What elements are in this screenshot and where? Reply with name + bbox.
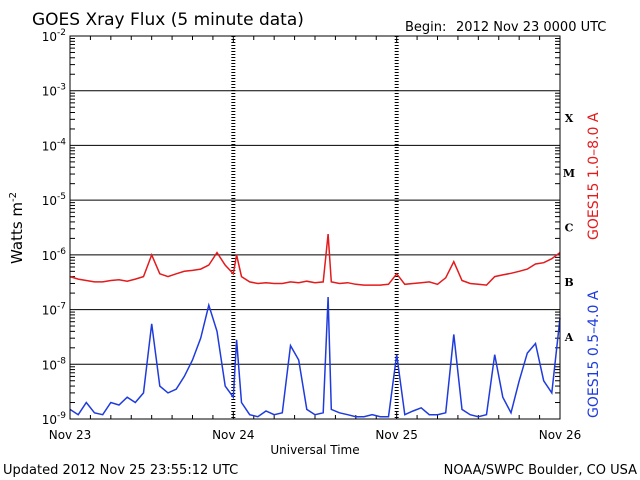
y-tick-label: 10-6 — [42, 247, 67, 263]
y-tick-base: 10 — [42, 358, 57, 372]
flare-class-A: A — [564, 331, 574, 344]
y-tick-exp: -9 — [57, 411, 66, 421]
y-tick-exp: -2 — [57, 28, 66, 38]
y-tick-exp: -7 — [57, 302, 66, 312]
legend-series-short: GOES15 0.5–4.0 A — [586, 290, 602, 418]
plot-frame — [69, 35, 561, 420]
y-tick-base: 10 — [42, 30, 57, 44]
series-line-0 — [69, 234, 561, 286]
series-lines — [69, 234, 561, 418]
y-tick-exp: -3 — [57, 83, 66, 93]
svg-text:Watts m-2: Watts m-2 — [8, 192, 26, 264]
x-tick-label: Nov 25 — [375, 428, 418, 442]
y-axis-label-base: Watts m — [8, 202, 26, 264]
y-tick-exp: -4 — [57, 137, 66, 147]
y-tick-base: 10 — [42, 194, 57, 208]
begin-label: Begin: — [405, 20, 446, 35]
y-tick-exp: -8 — [57, 356, 66, 366]
x-tick-label: Nov 23 — [49, 428, 92, 442]
y-tick-base: 10 — [42, 413, 57, 427]
chart-title: GOES Xray Flux (5 minute data) — [32, 10, 304, 30]
x-tick-label: Nov 26 — [539, 428, 582, 442]
series-line-1 — [69, 296, 561, 418]
y-tick-exp: -6 — [57, 247, 66, 257]
flare-class-labels: A B C M X — [563, 112, 575, 344]
x-tick-label: Nov 24 — [212, 428, 255, 442]
y-axis-label: Watts m-2 — [8, 192, 26, 264]
flare-class-C: C — [565, 222, 574, 235]
y-tick-exp: -5 — [57, 192, 66, 202]
grid-lines — [70, 36, 560, 419]
legend-series-long: GOES15 1.0–8.0 A — [586, 112, 602, 240]
y-tick-label: 10-2 — [42, 28, 66, 44]
y-tick-base: 10 — [42, 85, 57, 99]
flare-class-M: M — [563, 167, 575, 180]
y-tick-base: 10 — [42, 304, 57, 318]
y-tick-label: 10-5 — [42, 192, 66, 208]
y-tick-label: 10-8 — [42, 356, 67, 372]
x-axis-ticks: Nov 23 Nov 24 Nov 25 Nov 26 — [49, 36, 582, 442]
y-tick-label: 10-4 — [42, 137, 67, 153]
y-tick-label: 10-3 — [42, 83, 66, 99]
y-axis-ticks: 10-910-810-710-610-510-410-310-2 — [42, 28, 560, 427]
y-axis-label-exp: -2 — [8, 192, 19, 202]
updated-timestamp: Updated 2012 Nov 25 23:55:12 UTC — [3, 463, 238, 478]
credit-text: NOAA/SWPC Boulder, CO USA — [444, 463, 637, 478]
y-tick-label: 10-9 — [42, 411, 67, 427]
flare-class-X: X — [565, 112, 574, 125]
begin-value: 2012 Nov 23 0000 UTC — [456, 20, 606, 35]
y-tick-base: 10 — [42, 139, 57, 153]
flare-class-B: B — [564, 276, 573, 289]
x-axis-label: Universal Time — [270, 443, 359, 457]
y-tick-label: 10-7 — [42, 302, 66, 318]
y-tick-base: 10 — [42, 249, 57, 263]
